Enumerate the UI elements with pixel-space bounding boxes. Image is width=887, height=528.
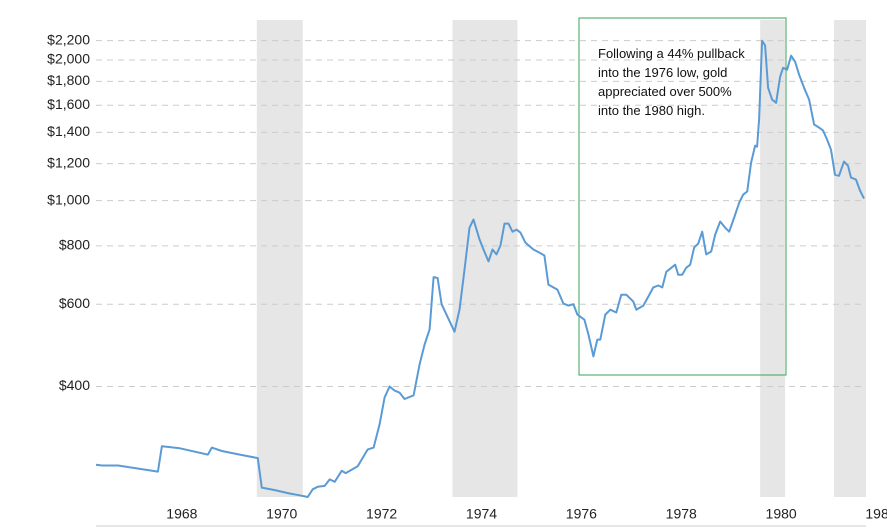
x-tick-label: 1970: [266, 506, 297, 522]
price-line: [95, 39, 865, 498]
y-tick-label: $2,000: [47, 51, 90, 67]
y-tick-label: $800: [59, 237, 90, 253]
x-tick-label: 1976: [566, 506, 597, 522]
y-tick-label: $1,800: [47, 72, 90, 88]
annotation: Following a 44% pullback into the 1976 l…: [598, 46, 745, 118]
shaded-period: [256, 20, 303, 497]
y-tick-label: $1,200: [47, 154, 90, 170]
y-tick-label: $1,600: [47, 96, 90, 112]
y-tick-label: $600: [59, 295, 90, 311]
x-tick-label: 1982: [865, 506, 887, 522]
shaded-period: [834, 20, 866, 497]
x-tick-label: 1968: [166, 506, 197, 522]
y-tick-label: $2,200: [47, 31, 90, 47]
x-tick-label: 1978: [666, 506, 697, 522]
x-tick-label: 1972: [366, 506, 397, 522]
y-tick-label: $400: [59, 377, 90, 393]
shaded-period: [760, 20, 786, 497]
x-tick-label: 1974: [466, 506, 497, 522]
y-tick-label: $1,400: [47, 123, 90, 139]
annotation-box: [578, 17, 787, 376]
shaded-period: [452, 20, 518, 497]
x-tick-label: 1980: [766, 506, 797, 522]
y-tick-label: $1,000: [47, 191, 90, 207]
